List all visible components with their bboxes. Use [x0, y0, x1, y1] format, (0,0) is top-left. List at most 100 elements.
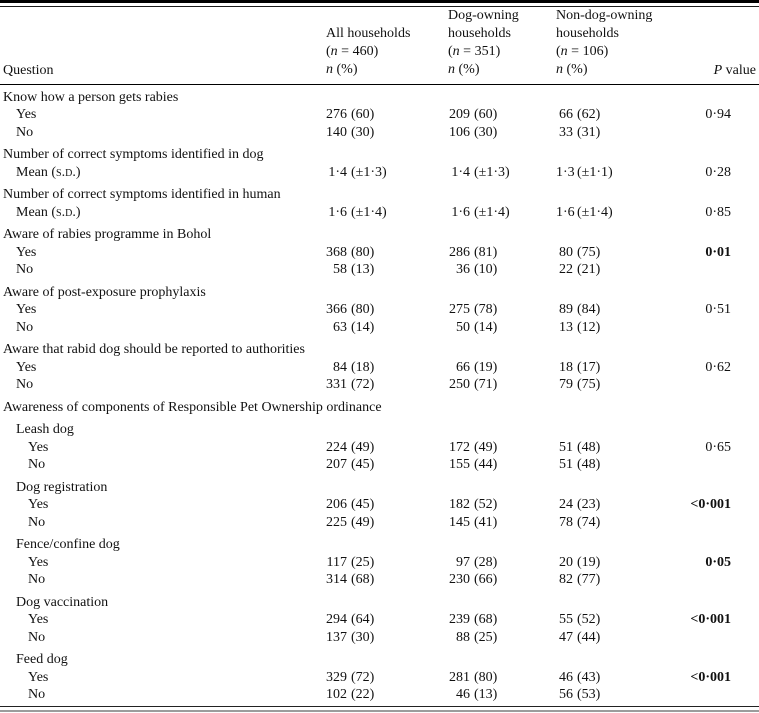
n-pct-cell: 117 (25): [326, 554, 448, 572]
n-pct-cell: 286 (81): [448, 244, 556, 262]
percent-value: (23): [577, 497, 601, 513]
question-label: Yes: [28, 497, 49, 513]
question-label: Know how a person gets rabies: [3, 89, 179, 105]
header-line: All households: [326, 25, 411, 41]
table-header: Question All households (n = 460) n (%) Do…: [0, 6, 759, 85]
percent-value: (68): [351, 572, 375, 588]
data-row: No 102 (22) 46 (13) 56 (53): [0, 686, 759, 704]
bottom-rule-thick: [0, 709, 759, 713]
n-pct-cell: 1·4 (±1·3): [326, 164, 448, 182]
header-line: Dog-owning: [448, 7, 519, 23]
percent-value: (30): [351, 629, 375, 645]
percent-value: (49): [351, 514, 375, 530]
p-value: <0·001: [690, 669, 731, 685]
percent-value: (77): [577, 572, 601, 588]
n-value: 55: [559, 612, 573, 628]
question-label: Mean (s.d.): [16, 164, 81, 180]
n-pct-cell: 281 (80): [448, 669, 556, 687]
n-value: 80: [559, 244, 573, 260]
question-label: Feed dog: [16, 652, 68, 668]
n-value: 275: [449, 302, 470, 318]
p-value-column-header: P value: [640, 6, 759, 85]
n-pct-cell: 58 (13): [326, 261, 448, 279]
data-row: Yes 329 (72) 281 (80) 46 (43) <0·001: [0, 669, 759, 687]
question-label: Aware of rabies programme in Bohol: [3, 227, 212, 243]
percent-value: (31): [577, 124, 601, 140]
n-pct-cell: 13 (12): [556, 319, 640, 337]
percent-value: (62): [577, 107, 601, 123]
percent-value: (44): [474, 457, 498, 473]
percent-value: (80): [351, 244, 375, 260]
data-row: No 225 (49) 145 (41) 78 (74): [0, 514, 759, 532]
column-header-lines: Non-dog-owning households (n = 106) n (%): [556, 7, 652, 79]
survey-results-table: Question All households (n = 460) n (%) Do…: [0, 6, 759, 704]
percent-value: (13): [351, 262, 375, 278]
header-line: (n = 106): [556, 43, 609, 59]
percent-value: (75): [577, 244, 601, 260]
n-value: 224: [326, 439, 347, 455]
header-line: (n = 351): [448, 43, 501, 59]
n-value: 78: [559, 514, 573, 530]
question-label: Yes: [28, 612, 49, 628]
p-value: 0·51: [705, 302, 731, 318]
n-value: 366: [326, 302, 347, 318]
n-value: 46: [559, 669, 573, 685]
n-pct-cell: 33 (31): [556, 124, 640, 142]
data-row: No 137 (30) 88 (25) 47 (44): [0, 629, 759, 647]
question-label: Yes: [16, 244, 37, 260]
table-body: Know how a person gets rabies Yes 276 (60) 2…: [0, 84, 759, 704]
n-value: 79: [559, 377, 573, 393]
data-row: Yes 294 (64) 239 (68) 55 (52) <0·001: [0, 611, 759, 629]
n-pct-cell: 50 (14): [448, 319, 556, 337]
percent-value: (80): [474, 669, 498, 685]
p-value: <0·001: [690, 612, 731, 628]
percent-value: (71): [474, 377, 498, 393]
n-pct-cell: 97 (28): [448, 554, 556, 572]
percent-value: (72): [351, 669, 375, 685]
n-value: 82: [559, 572, 573, 588]
section-row: Feed dog: [0, 646, 759, 669]
n-value: 137: [326, 629, 347, 645]
n-pct-cell: 276 (60): [326, 106, 448, 124]
p-value: [640, 124, 759, 142]
n-pct-cell: 182 (52): [448, 496, 556, 514]
data-row: No 58 (13) 36 (10) 22 (21): [0, 261, 759, 279]
n-pct-cell: 366 (80): [326, 301, 448, 319]
n-pct-cell: 84 (18): [326, 359, 448, 377]
data-row: Mean (s.d.) 1·4 (±1·3) 1·4 (±1·3) 1·3 (±1·1) 0·…: [0, 164, 759, 182]
n-pct-cell: 1·6 (±1·4): [448, 204, 556, 222]
percent-value: (±1·3): [351, 164, 387, 180]
column-header-lines: Dog-owning households (n = 351) n (%): [448, 7, 556, 79]
section-row: Fence/confine dog: [0, 531, 759, 554]
n-pct-cell: 78 (74): [556, 514, 640, 532]
percent-value: (60): [474, 107, 498, 123]
n-value: 20: [559, 554, 573, 570]
data-row: No 331 (72) 250 (71) 79 (75): [0, 376, 759, 394]
n-value: 47: [559, 629, 573, 645]
section-row: Aware of rabies programme in Bohol: [0, 221, 759, 244]
n-pct-cell: 82 (77): [556, 571, 640, 589]
p-value: [640, 629, 759, 647]
non-dog-owning-column-header: Non-dog-owning households (n = 106) n (%): [556, 6, 652, 85]
question-label: No: [28, 457, 46, 473]
percent-value: (45): [351, 457, 375, 473]
percent-value: (49): [474, 439, 498, 455]
n-value: 281: [449, 669, 470, 685]
percent-value: (±1·4): [577, 204, 613, 220]
n-value: 117: [326, 554, 347, 570]
n-pct-cell: 47 (44): [556, 629, 640, 647]
percent-value: (21): [577, 262, 601, 278]
percent-value: (68): [474, 612, 498, 628]
p-value: 0·65: [705, 439, 731, 455]
n-value: 46: [456, 687, 470, 703]
question-label: Yes: [16, 302, 37, 318]
header-line: households: [448, 25, 511, 41]
question-label: Yes: [28, 669, 49, 685]
n-value: 1·6: [556, 204, 575, 220]
n-pct-cell: 145 (41): [448, 514, 556, 532]
n-value: 51: [559, 439, 573, 455]
question-label: Yes: [16, 107, 37, 123]
percent-value: (22): [351, 687, 375, 703]
percent-value: (25): [351, 554, 375, 570]
data-row: Yes 84 (18) 66 (19) 18 (17) 0·62: [0, 359, 759, 377]
